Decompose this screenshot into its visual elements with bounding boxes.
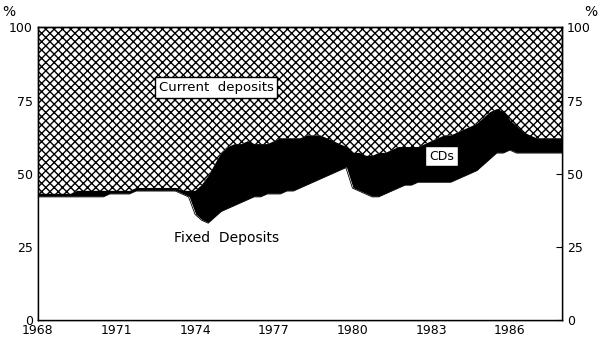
Text: %: % xyxy=(584,5,598,19)
Text: CDs: CDs xyxy=(429,150,454,163)
Text: Fixed  Deposits: Fixed Deposits xyxy=(174,231,279,245)
Text: %: % xyxy=(2,5,16,19)
Text: Current  deposits: Current deposits xyxy=(158,81,274,94)
